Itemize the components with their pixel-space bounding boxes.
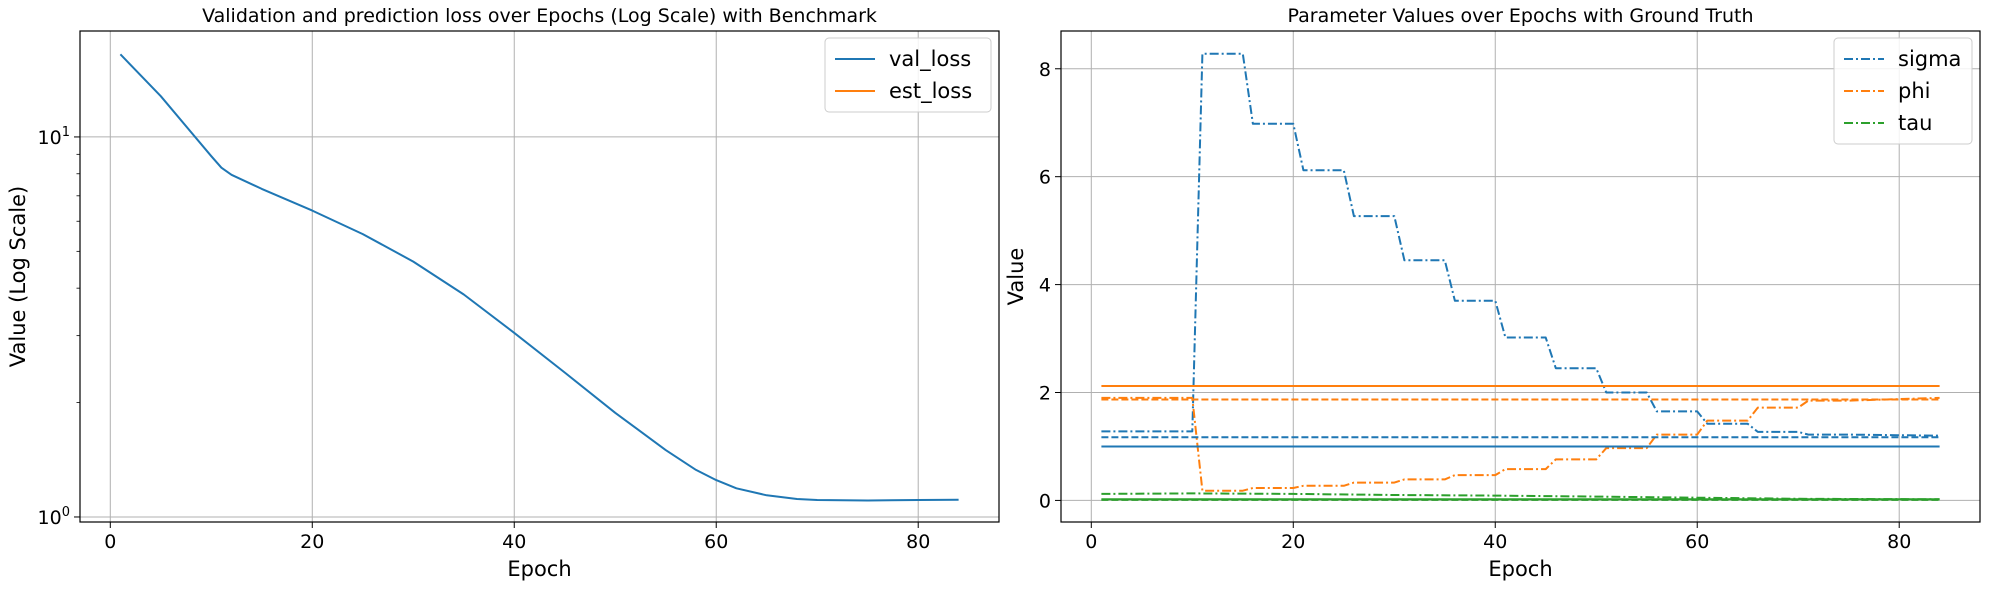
x-tick-label: 60 (1685, 531, 1709, 553)
legend-label-sigma: sigma (1898, 47, 1961, 71)
legend-label-phi: phi (1898, 79, 1930, 103)
x-tick-label: 60 (704, 531, 728, 553)
chart-1: 0 20 40 60 80 100 101 Validation and prediction… (6, 5, 1000, 581)
x-axis-label: Epoch (507, 557, 571, 581)
series-line-val_loss (119, 53, 959, 502)
y-tick-label: 2 (1039, 383, 1051, 405)
chart-title: Validation and prediction loss over Epoc… (202, 5, 877, 27)
legend: val_loss est_loss (824, 37, 992, 113)
legend-label-tau: tau (1898, 111, 1932, 135)
y-tick-label: 8 (1039, 59, 1051, 81)
chart-title: Parameter Values over Epochs with Ground… (1288, 5, 1754, 27)
x-tick-label: 40 (1483, 531, 1507, 553)
axes-frame (1060, 30, 1981, 523)
y-tick-label: 4 (1039, 275, 1051, 297)
x-tick-label: 20 (1281, 531, 1305, 553)
y-axis-label: Value (1004, 248, 1028, 306)
legend-box (1833, 37, 1973, 145)
y-tick-label: 101 (38, 125, 70, 149)
legend-box (824, 37, 992, 113)
x-tick-label: 20 (300, 531, 324, 553)
y-tick-label: 6 (1039, 167, 1051, 189)
x-tick-label: 0 (1085, 531, 1097, 553)
legend: sigma phi tau (1833, 37, 1973, 145)
y-tick-label: 100 (38, 505, 70, 529)
y-tick-label: 0 (1039, 490, 1051, 512)
x-tick-label: 80 (1887, 531, 1911, 553)
legend-label-est_loss: est_loss (889, 79, 972, 104)
x-axis-label: Epoch (1488, 557, 1552, 581)
axes-frame (79, 30, 1000, 523)
chart-2: 0 20 40 60 80 0 2 4 6 8 Parameter Values over Epoc… (1004, 5, 1981, 581)
series-line-phi (1101, 396, 1940, 492)
y-axis-label: Value (Log Scale) (6, 186, 30, 367)
plot-area (1061, 31, 1980, 522)
x-tick-label: 80 (906, 531, 930, 553)
x-tick-label: 40 (502, 531, 526, 553)
plot-area (80, 31, 999, 522)
x-tick-label: 0 (104, 531, 116, 553)
legend-label-val_loss: val_loss (889, 47, 971, 72)
